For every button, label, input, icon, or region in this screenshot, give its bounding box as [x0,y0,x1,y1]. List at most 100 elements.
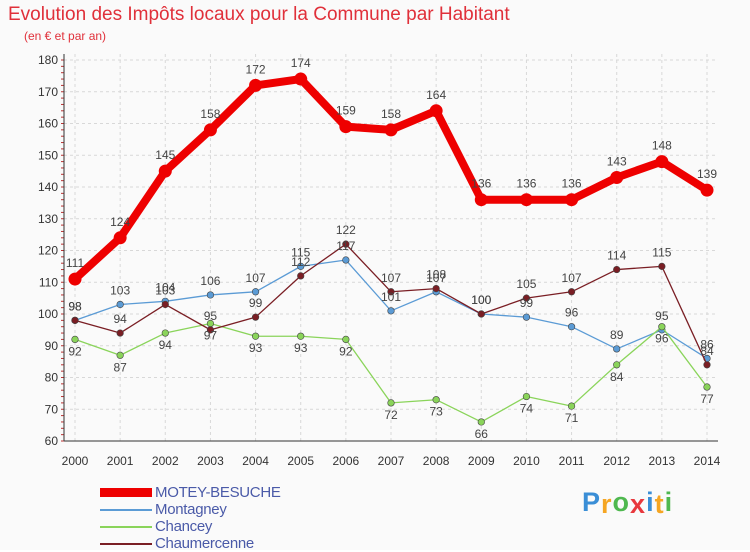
legend-item: MOTEY-BESUCHE [100,484,281,501]
proxiti-logo: Proxiti [582,487,673,519]
data-point [565,193,579,207]
data-label: 72 [384,408,398,422]
logo-letter: r [601,489,613,519]
x-tick-label: 2007 [378,454,405,468]
data-label: 107 [381,271,401,285]
data-point [387,399,395,407]
data-label: 174 [291,56,311,70]
data-label: 172 [246,62,266,76]
y-tick-label: 170 [38,85,58,99]
data-point [294,72,308,86]
data-point [297,332,305,340]
data-label: 100 [471,293,491,307]
data-point [206,291,215,299]
x-tick-label: 2009 [468,454,495,468]
x-tick-label: 2006 [333,454,360,468]
data-label: 99 [520,296,534,310]
data-label: 136 [562,177,582,191]
data-point [613,265,621,274]
data-label: 159 [336,104,356,118]
y-tick-label: 140 [38,180,58,194]
data-point [658,323,666,331]
legend-item: Chancey [100,518,281,535]
data-label: 103 [110,283,130,297]
legend-item: Montagney [100,501,281,518]
y-tick-label: 80 [45,371,59,385]
x-tick-label: 2003 [197,454,224,468]
data-point [251,332,260,340]
data-label: 164 [426,88,446,102]
data-point [342,335,350,344]
data-label: 89 [610,328,624,342]
data-label: 73 [429,405,443,419]
data-point [116,300,124,309]
data-label: 77 [700,392,714,406]
logo-letter: i [646,487,655,517]
data-point [700,183,714,197]
data-label: 96 [565,306,579,320]
y-tick-label: 100 [38,307,58,321]
legend-swatch [100,525,152,528]
data-label: 84 [610,370,624,384]
data-label: 104 [155,280,175,294]
data-label: 100 [471,293,491,307]
data-point [384,123,398,137]
data-label: 107 [426,271,446,285]
data-point [522,313,531,321]
data-point [567,323,576,331]
legend-label: MOTEY-BESUCHE [155,484,281,501]
data-point [429,104,443,118]
data-label: 74 [520,402,534,416]
data-point [477,310,485,318]
data-point [522,392,531,401]
legend-label: Montagney [155,501,227,518]
y-tick-label: 60 [45,434,59,448]
data-label: 66 [475,427,489,441]
data-label: 97 [204,329,218,343]
data-label: 95 [655,309,669,323]
data-label: 98 [68,299,82,313]
logo-letter: o [612,487,631,517]
data-label: 158 [381,107,401,121]
data-label: 107 [246,271,266,285]
data-point [297,262,305,270]
x-tick-label: 2011 [559,454,585,468]
data-label: 114 [607,249,626,263]
data-label: 107 [562,271,582,285]
legend-swatch [100,542,152,545]
data-point [71,335,79,344]
data-label: 101 [381,290,401,304]
data-point [519,193,533,207]
y-tick-label: 180 [38,53,58,67]
data-label: 145 [155,148,175,162]
data-point [342,240,350,248]
legend-label: Chaumercenne [155,535,254,552]
chart-legend: MOTEY-BESUCHE Montagney Chancey Chaumercenn… [100,484,281,552]
y-tick-label: 130 [38,212,58,226]
data-point [161,300,169,309]
data-point [655,155,669,169]
data-label: 112 [291,255,310,269]
data-point [703,383,711,391]
data-label: 99 [249,296,263,310]
data-label: 98 [68,299,82,313]
data-label: 94 [113,312,127,326]
data-label: 117 [336,239,355,253]
x-tick-label: 2013 [649,454,676,468]
data-point [113,231,127,245]
y-tick-label: 150 [38,148,58,162]
legend-swatch [100,488,152,497]
data-label: 115 [291,245,310,259]
data-point [610,170,624,184]
logo-letter: t [654,489,665,519]
data-point [477,418,485,426]
data-label: 94 [159,338,173,352]
data-label: 103 [155,283,175,297]
data-label: 124 [110,215,130,229]
data-label: 92 [339,344,353,358]
data-label: 158 [200,107,220,121]
data-point [613,361,621,369]
data-point [116,329,124,337]
data-label: 106 [200,274,220,288]
